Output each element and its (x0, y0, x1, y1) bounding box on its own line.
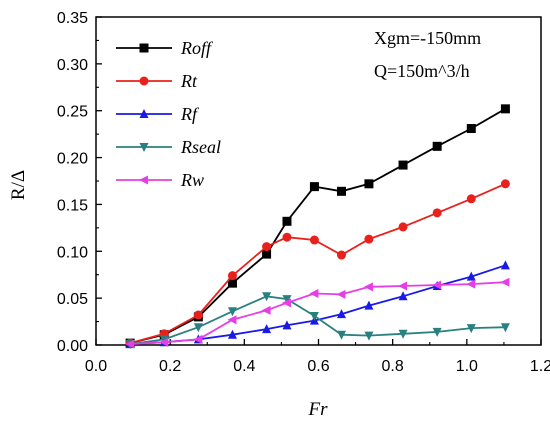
data-point (227, 329, 237, 339)
data-point (398, 329, 408, 339)
data-point (364, 179, 374, 189)
legend-label: Rw (180, 170, 204, 190)
data-point (466, 279, 476, 289)
series-rf (125, 260, 510, 349)
legend-label: Roff (180, 38, 214, 58)
data-point (227, 307, 237, 317)
data-point (282, 320, 292, 330)
data-point (466, 124, 476, 134)
data-point (466, 271, 476, 281)
data-point (432, 208, 442, 218)
data-point (398, 291, 408, 301)
data-point (309, 311, 319, 321)
y-axis-title: R/Δ (8, 170, 29, 200)
data-point (309, 288, 319, 298)
data-point (363, 282, 373, 292)
data-point (500, 277, 510, 287)
data-point (262, 242, 272, 252)
data-point (466, 324, 476, 334)
legend-marker (139, 175, 148, 185)
x-tick-label: 0.4 (233, 358, 255, 375)
data-point (500, 179, 510, 189)
data-point (262, 249, 272, 259)
data-point (281, 298, 291, 308)
data-point (336, 309, 346, 319)
x-tick-label: 1.0 (456, 358, 478, 375)
data-point (193, 323, 203, 333)
x-tick-label: 1.2 (530, 358, 550, 375)
y-tick-label: 0.05 (57, 291, 88, 308)
x-tick-label: 0.0 (85, 358, 107, 375)
data-point (364, 300, 374, 310)
y-tick-label: 0.25 (57, 104, 88, 121)
data-point (432, 141, 442, 151)
legend: Roff Rt Rf Rseal Rw (116, 38, 221, 190)
data-point (193, 334, 203, 344)
x-axis-title: Fr (308, 399, 329, 420)
data-point (282, 232, 292, 242)
y-tick-label: 0.20 (57, 151, 88, 168)
legend-marker (139, 76, 149, 86)
series-rt (125, 179, 510, 348)
data-point (262, 324, 272, 334)
data-point (500, 104, 510, 114)
data-point (398, 222, 408, 232)
y-tick-label: 0.15 (57, 197, 88, 214)
data-point (432, 327, 442, 337)
data-point (227, 278, 237, 288)
data-point (261, 305, 271, 315)
y-tick-label: 0.35 (57, 10, 88, 27)
y-tick-label: 0.10 (57, 244, 88, 261)
x-tick-label: 0.6 (307, 358, 329, 375)
legend-marker (139, 43, 149, 53)
data-point (466, 194, 476, 204)
data-point (336, 289, 346, 299)
legend-marker (139, 143, 149, 152)
data-point (364, 234, 374, 244)
legend-label: Rf (180, 104, 200, 124)
data-point (336, 330, 346, 340)
x-tick-label: 0.2 (159, 358, 181, 375)
data-point (500, 323, 510, 333)
data-point (500, 260, 510, 270)
data-point (336, 250, 346, 260)
data-point (227, 271, 237, 281)
legend-label: Rt (180, 71, 198, 91)
data-point (309, 182, 319, 192)
data-point (227, 315, 237, 325)
x-tick-label: 0.8 (382, 358, 404, 375)
annotation-xgm: Xgm=-150mm (374, 28, 481, 48)
data-point (309, 235, 319, 245)
plot-frame (95, 16, 542, 346)
data-point (282, 216, 292, 226)
data-point (432, 280, 442, 290)
data-point (364, 331, 374, 341)
data-point (398, 281, 408, 291)
y-tick-label: 0.30 (57, 57, 88, 74)
data-point (193, 310, 203, 320)
data-point (262, 292, 272, 302)
data-point (159, 337, 169, 347)
legend-marker (139, 109, 149, 118)
y-tick-label: 0.00 (57, 338, 88, 355)
data-point (282, 295, 292, 305)
data-point (125, 339, 135, 349)
legend-label: Rseal (180, 137, 221, 157)
annotation-flow-rate: Q=150m^3/h (374, 61, 470, 81)
series-rw (125, 277, 510, 349)
data-point (398, 160, 408, 170)
data-point (336, 186, 346, 196)
